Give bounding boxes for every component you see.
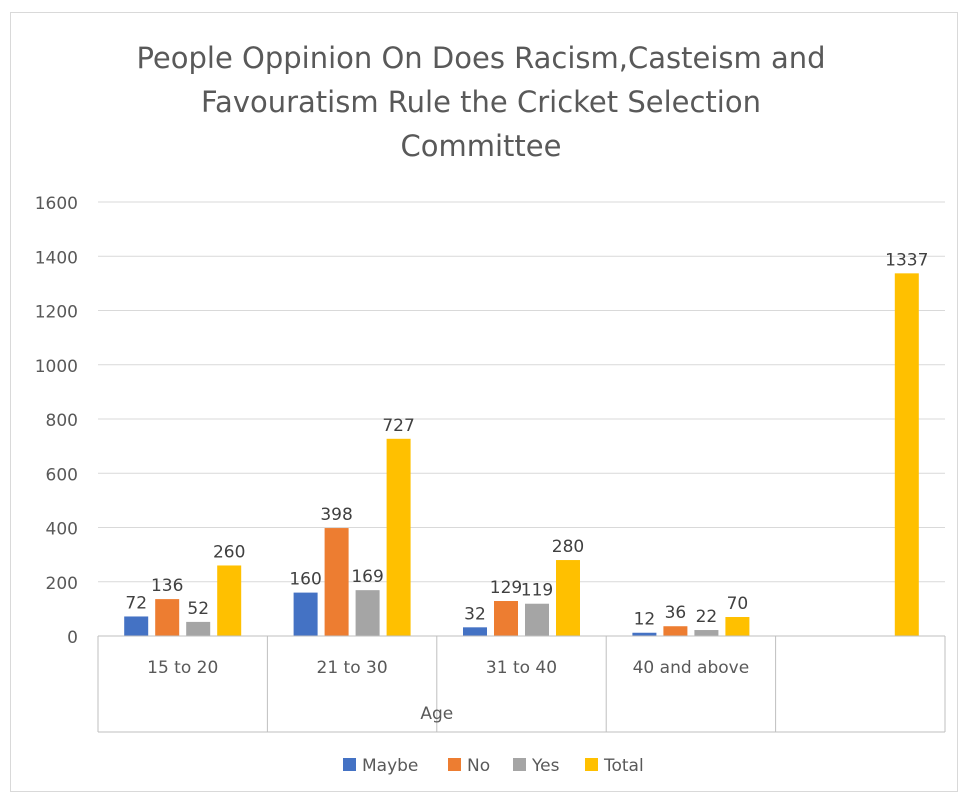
y-tick-label: 1600 — [35, 194, 78, 214]
data-label: 280 — [552, 537, 584, 557]
bar-yes — [355, 590, 380, 636]
x-tick-label: 31 to 40 — [486, 658, 557, 678]
legend-label: No — [467, 756, 490, 776]
data-label: 119 — [521, 581, 553, 601]
bar-yes — [694, 630, 719, 636]
bar-total — [894, 273, 919, 636]
x-tick-label: 21 to 30 — [317, 658, 388, 678]
bar-total — [556, 560, 580, 636]
bar-yes — [525, 603, 549, 636]
chart-title: People Oppinion On Does Racism,Casteism … — [0, 36, 962, 168]
y-tick-label: 1400 — [35, 248, 78, 268]
legend-label: Maybe — [362, 756, 418, 776]
data-label: 260 — [213, 542, 245, 562]
bar-total — [386, 438, 411, 636]
bar-total — [725, 617, 750, 636]
legend-swatch-total — [585, 758, 598, 771]
data-label: 136 — [151, 576, 183, 596]
data-label: 32 — [464, 604, 486, 624]
chart-title-line-1: People Oppinion On Does Racism,Casteism … — [136, 41, 826, 75]
data-label: 36 — [665, 603, 687, 623]
bar-maybe — [124, 616, 149, 636]
data-label: 398 — [320, 505, 352, 525]
legend-label: Total — [603, 756, 644, 776]
y-tick-label: 0 — [67, 628, 78, 648]
bar-maybe — [463, 627, 487, 636]
bar-no — [494, 601, 518, 636]
legend-swatch-maybe — [343, 758, 356, 771]
data-label: 70 — [727, 594, 749, 614]
bar-maybe — [632, 632, 657, 636]
chart-title-line-3: Committee — [400, 129, 562, 163]
data-label: 727 — [382, 416, 414, 436]
bar-no — [663, 626, 688, 636]
x-axis-title: Age — [420, 704, 453, 724]
y-tick-label: 1000 — [35, 357, 78, 377]
legend-swatch-no — [448, 758, 461, 771]
bar-maybe — [293, 592, 318, 636]
y-tick-label: 400 — [46, 520, 78, 540]
y-tick-label: 1200 — [35, 303, 78, 323]
bar-total — [217, 565, 242, 636]
data-label: 22 — [696, 607, 718, 627]
data-label: 129 — [490, 578, 522, 598]
chart-frame — [10, 12, 958, 792]
chart-title-line-2: Favouratism Rule the Cricket Selection — [201, 85, 761, 119]
bar-yes — [186, 621, 211, 636]
bar-no — [155, 599, 180, 636]
bar-no — [324, 528, 349, 636]
x-axis: 15 to 20 21 to 30 31 to 40 40 and above Age — [97, 635, 946, 733]
data-label: 52 — [187, 599, 209, 619]
data-label: 160 — [289, 570, 321, 590]
bars — [124, 273, 919, 636]
data-label: 1337 — [885, 250, 928, 270]
data-label: 72 — [125, 593, 147, 613]
x-tick-label: 40 and above — [633, 658, 750, 678]
y-tick-label: 200 — [46, 574, 78, 594]
data-label: 169 — [351, 567, 383, 587]
y-axis-labels: 0 200 400 600 800 1000 1200 1400 1600 — [35, 194, 78, 648]
y-tick-label: 600 — [46, 465, 78, 485]
y-tick-label: 800 — [46, 411, 78, 431]
legend-swatch-yes — [513, 758, 526, 771]
data-label: 12 — [634, 610, 656, 630]
legend-label: Yes — [531, 756, 560, 776]
legend: Maybe No Yes Total — [343, 756, 644, 776]
x-tick-label: 15 to 20 — [147, 658, 218, 678]
